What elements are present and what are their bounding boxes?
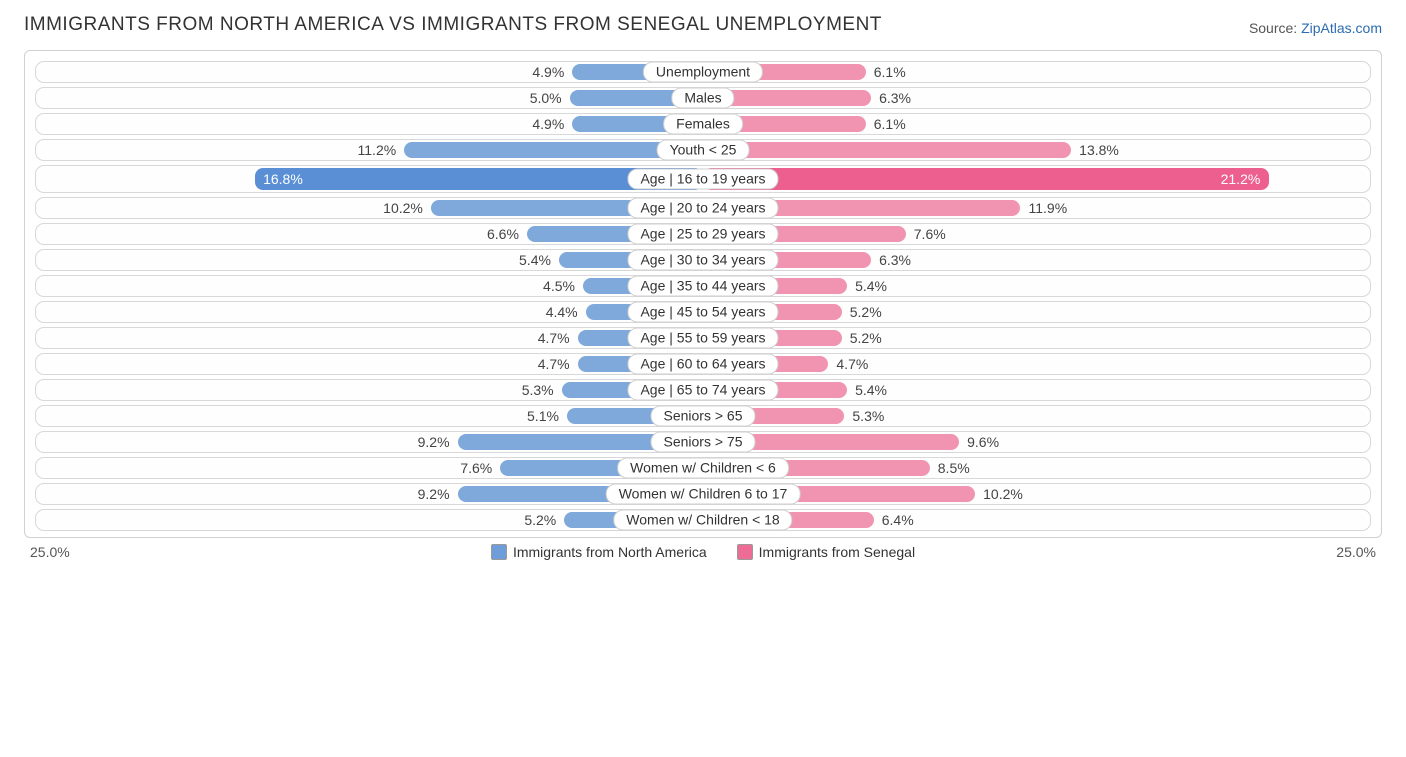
chart-footer: 25.0% Immigrants from North AmericaImmig…: [24, 544, 1382, 560]
value-left: 16.8%: [263, 171, 303, 187]
legend-item: Immigrants from North America: [491, 544, 707, 560]
value-right: 5.2%: [850, 304, 882, 320]
category-label: Males: [671, 88, 734, 109]
value-left: 5.0%: [530, 90, 562, 106]
chart-row: 10.2% 11.9% Age | 20 to 24 years: [35, 197, 1371, 219]
legend-swatch: [737, 544, 753, 560]
value-left: 11.2%: [358, 142, 397, 158]
axis-max-left: 25.0%: [30, 544, 70, 560]
value-right: 7.6%: [914, 226, 946, 242]
value-right: 6.1%: [874, 116, 906, 132]
chart-title: IMMIGRANTS FROM NORTH AMERICA VS IMMIGRA…: [24, 14, 882, 36]
value-left: 4.7%: [538, 356, 570, 372]
chart-row: 9.2% 9.6% Seniors > 75: [35, 431, 1371, 453]
value-right: 8.5%: [938, 460, 970, 476]
chart-row: 9.2% 10.2% Women w/ Children 6 to 17: [35, 483, 1371, 505]
legend-label: Immigrants from Senegal: [759, 544, 915, 560]
value-left: 5.1%: [527, 408, 559, 424]
value-left: 4.5%: [543, 278, 575, 294]
category-label: Age | 30 to 34 years: [627, 250, 778, 271]
legend-swatch: [491, 544, 507, 560]
source-link[interactable]: ZipAtlas.com: [1301, 20, 1382, 36]
chart-row: 4.7% 4.7% Age | 60 to 64 years: [35, 353, 1371, 375]
category-label: Unemployment: [643, 62, 763, 83]
chart-row: 4.7% 5.2% Age | 55 to 59 years: [35, 327, 1371, 349]
legend-item: Immigrants from Senegal: [737, 544, 915, 560]
chart-row: 4.5% 5.4% Age | 35 to 44 years: [35, 275, 1371, 297]
chart-row: 7.6% 8.5% Women w/ Children < 6: [35, 457, 1371, 479]
value-right: 5.2%: [850, 330, 882, 346]
category-label: Age | 35 to 44 years: [627, 276, 778, 297]
chart-row: 4.4% 5.2% Age | 45 to 54 years: [35, 301, 1371, 323]
chart-row: 6.6% 7.6% Age | 25 to 29 years: [35, 223, 1371, 245]
source-prefix: Source:: [1249, 20, 1301, 36]
chart-row: 4.9% 6.1% Unemployment: [35, 61, 1371, 83]
category-label: Women w/ Children < 18: [613, 510, 792, 531]
chart-row: 5.0% 6.3% Males: [35, 87, 1371, 109]
value-right: 9.6%: [967, 434, 999, 450]
chart-row: 5.1% 5.3% Seniors > 65: [35, 405, 1371, 427]
value-right: 5.4%: [855, 278, 887, 294]
source-citation: Source: ZipAtlas.com: [1249, 20, 1382, 36]
value-left: 4.7%: [538, 330, 570, 346]
category-label: Age | 16 to 19 years: [627, 169, 778, 190]
category-label: Women w/ Children 6 to 17: [606, 484, 801, 505]
value-right: 5.3%: [852, 408, 884, 424]
category-label: Age | 65 to 74 years: [627, 380, 778, 401]
value-left: 5.4%: [519, 252, 551, 268]
chart-row: 5.3% 5.4% Age | 65 to 74 years: [35, 379, 1371, 401]
category-label: Seniors > 75: [651, 432, 756, 453]
category-label: Seniors > 65: [651, 406, 756, 427]
value-left: 6.6%: [487, 226, 519, 242]
chart-row: 16.8% 21.2% Age | 16 to 19 years: [35, 165, 1371, 193]
chart-row: 5.4% 6.3% Age | 30 to 34 years: [35, 249, 1371, 271]
category-label: Age | 55 to 59 years: [627, 328, 778, 349]
category-label: Females: [663, 114, 743, 135]
category-label: Women w/ Children < 6: [617, 458, 789, 479]
value-left: 4.9%: [532, 116, 564, 132]
category-label: Age | 20 to 24 years: [627, 198, 778, 219]
value-left: 7.6%: [460, 460, 492, 476]
value-left: 4.9%: [532, 64, 564, 80]
legend: Immigrants from North America Immigrants …: [491, 544, 915, 560]
value-right: 4.7%: [836, 356, 868, 372]
butterfly-chart: 4.9% 6.1% Unemployment 5.0% 6.3% Males 4.9% 6.1…: [24, 50, 1382, 538]
value-right: 21.2%: [1221, 171, 1261, 187]
chart-row: 11.2% 13.8% Youth < 25: [35, 139, 1371, 161]
value-right: 6.3%: [879, 90, 911, 106]
bar-right: [703, 168, 1269, 190]
value-right: 10.2%: [983, 486, 1023, 502]
category-label: Age | 25 to 29 years: [627, 224, 778, 245]
legend-label: Immigrants from North America: [513, 544, 707, 560]
category-label: Age | 60 to 64 years: [627, 354, 778, 375]
value-left: 9.2%: [418, 434, 450, 450]
bar-right: [703, 142, 1071, 158]
chart-row: 5.2% 6.4% Women w/ Children < 18: [35, 509, 1371, 531]
value-left: 5.3%: [522, 382, 554, 398]
value-left: 9.2%: [418, 486, 450, 502]
value-right: 5.4%: [855, 382, 887, 398]
chart-row: 4.9% 6.1% Females: [35, 113, 1371, 135]
axis-max-right: 25.0%: [1336, 544, 1376, 560]
category-label: Age | 45 to 54 years: [627, 302, 778, 323]
category-label: Youth < 25: [657, 140, 750, 161]
value-left: 4.4%: [546, 304, 578, 320]
value-right: 6.3%: [879, 252, 911, 268]
chart-header: IMMIGRANTS FROM NORTH AMERICA VS IMMIGRA…: [24, 14, 1382, 36]
value-right: 13.8%: [1079, 142, 1119, 158]
value-right: 11.9%: [1028, 200, 1067, 216]
value-right: 6.1%: [874, 64, 906, 80]
value-right: 6.4%: [882, 512, 914, 528]
value-left: 10.2%: [383, 200, 423, 216]
value-left: 5.2%: [524, 512, 556, 528]
